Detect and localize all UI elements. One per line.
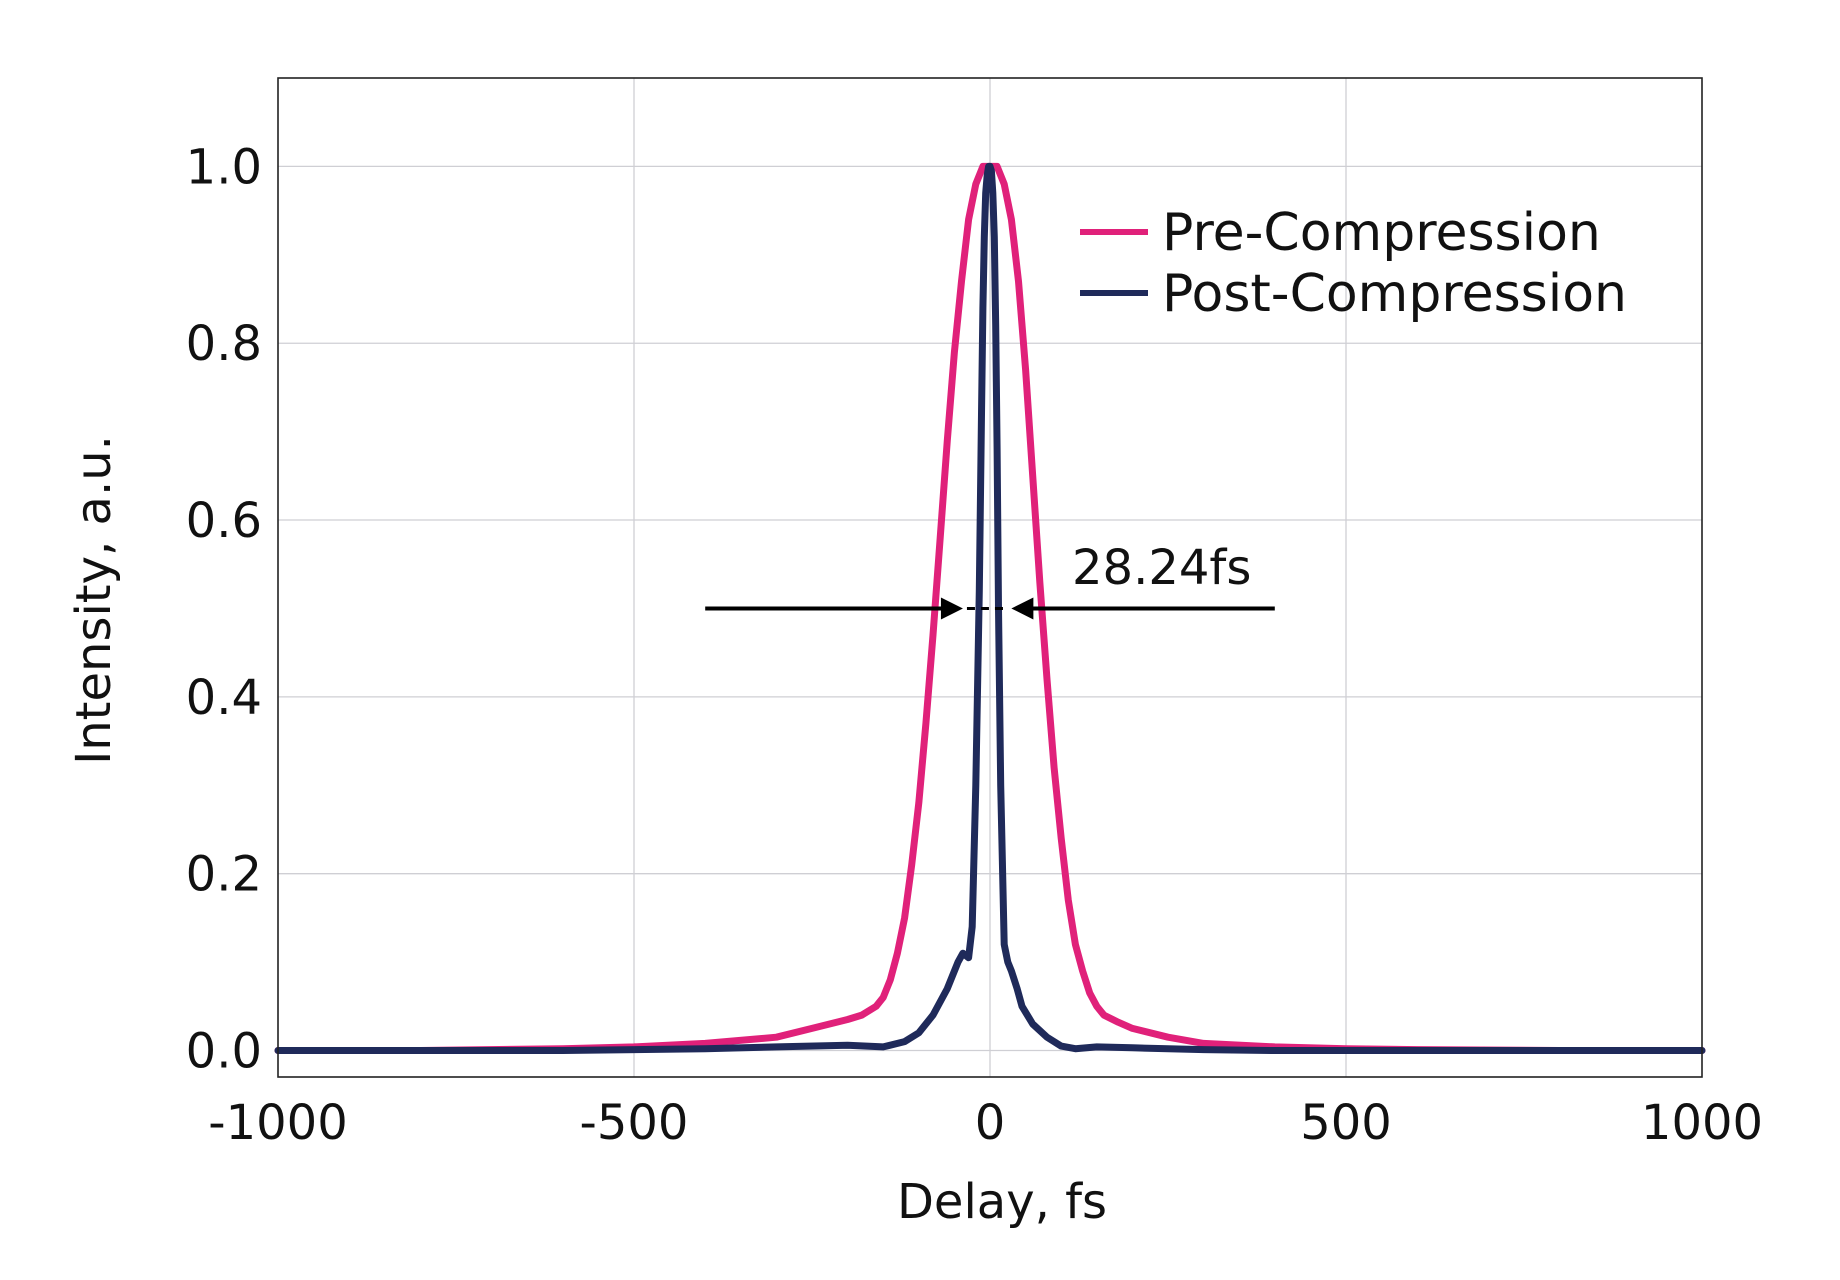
y-tick-label: 0.0 xyxy=(186,1023,262,1079)
y-tick-label: 0.4 xyxy=(186,670,262,726)
y-tick-label: 0.6 xyxy=(186,493,262,549)
series-line-post-compression xyxy=(274,162,1706,1054)
right-arrow-head xyxy=(1011,597,1034,620)
plot-series xyxy=(274,162,1706,1054)
x-axis-title: Delay, fs xyxy=(897,1174,1107,1230)
y-tick-label: 0.2 xyxy=(186,847,262,903)
legend: Pre-Compression Post-Compression xyxy=(1080,203,1627,324)
fwhm-annotation: 28.24fs xyxy=(705,540,1275,620)
legend-label-post-compression: Post-Compression xyxy=(1162,264,1627,324)
x-tick-labels: -1000 -500 0 500 1000 xyxy=(208,1095,1763,1151)
x-tick-label: 1000 xyxy=(1641,1095,1763,1151)
x-tick-label: 0 xyxy=(975,1095,1006,1151)
x-tick-label: -500 xyxy=(580,1095,689,1151)
plot-frame xyxy=(277,77,1703,1078)
legend-label-pre-compression: Pre-Compression xyxy=(1162,203,1601,263)
y-tick-labels: 0.0 0.2 0.4 0.6 0.8 1.0 xyxy=(186,139,262,1079)
left-arrow-head xyxy=(940,597,963,620)
x-tick-label: 500 xyxy=(1300,1095,1392,1151)
y-axis-title: Intensity, a.u. xyxy=(66,435,122,765)
x-tick-label: -1000 xyxy=(208,1095,347,1151)
y-tick-label: 1.0 xyxy=(186,139,262,195)
fwhm-label: 28.24fs xyxy=(1072,540,1251,596)
y-tick-label: 0.8 xyxy=(186,316,262,372)
